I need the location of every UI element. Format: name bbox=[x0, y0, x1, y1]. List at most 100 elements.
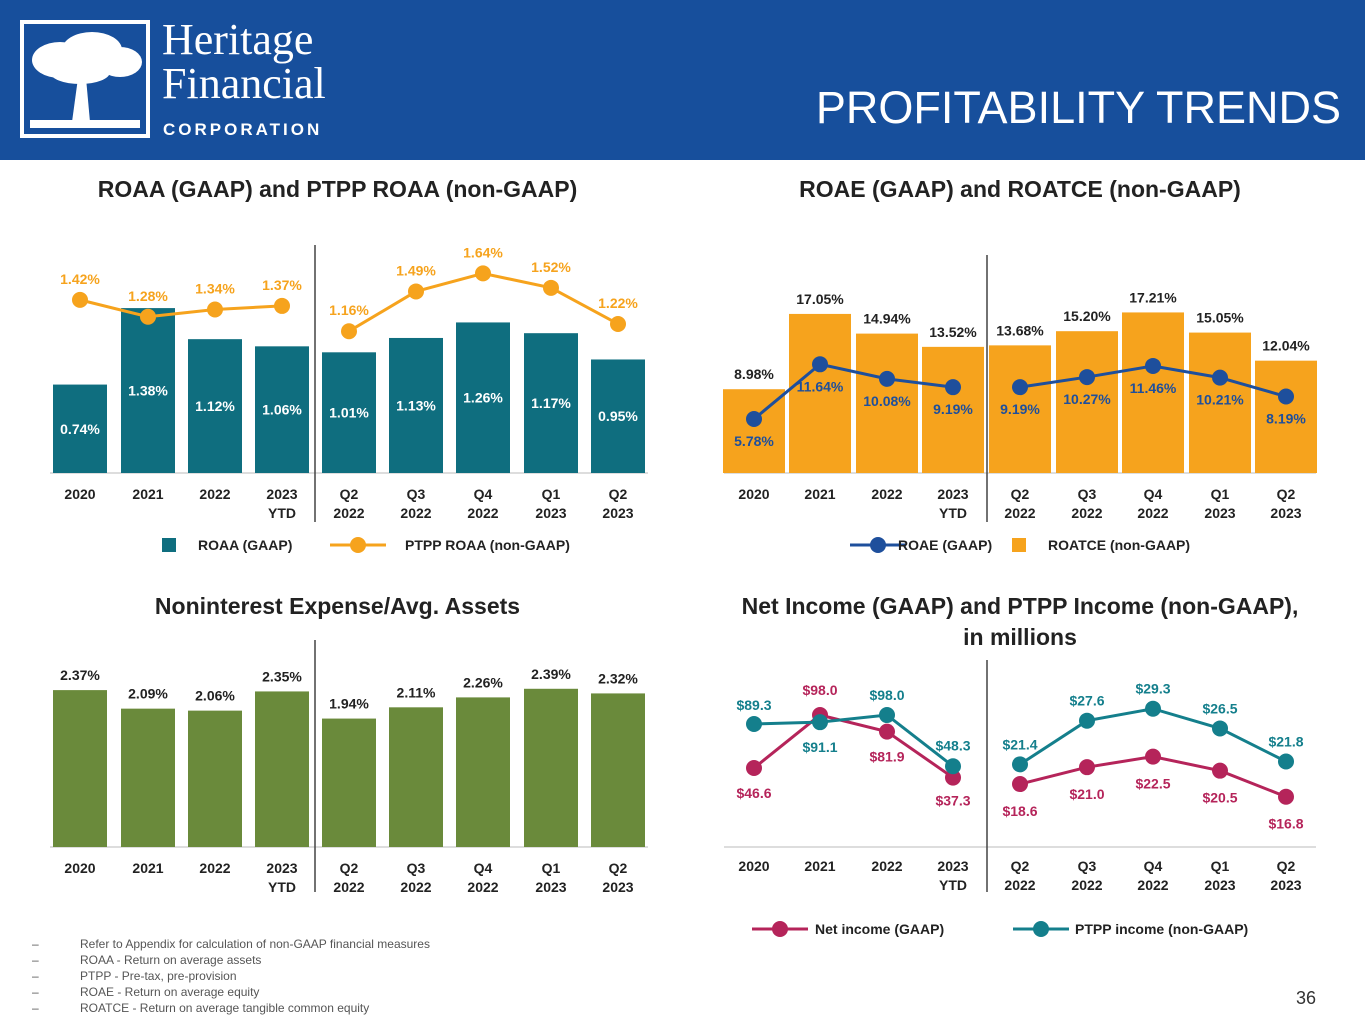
footnote-text: PTPP - Pre-tax, pre-provision bbox=[80, 969, 237, 983]
logo-corporation: CORPORATION bbox=[163, 120, 323, 139]
data-point bbox=[1278, 388, 1294, 405]
bar bbox=[456, 322, 510, 473]
bar-data-label: 2.09% bbox=[128, 686, 168, 702]
line-data-label: $18.6 bbox=[1002, 803, 1037, 819]
x-tick-label: 2023 YTD bbox=[266, 486, 297, 521]
bar bbox=[1122, 312, 1184, 473]
line-data-label: 1.22% bbox=[598, 295, 638, 311]
bar bbox=[121, 308, 175, 473]
x-tick-label: Q3 2022 bbox=[1071, 858, 1102, 893]
line-data-label: 11.46% bbox=[1130, 380, 1177, 396]
data-point bbox=[1079, 712, 1095, 729]
logo-wordmark: Heritage Financial bbox=[162, 18, 326, 106]
x-tick-label: Q2 2023 bbox=[602, 486, 633, 521]
data-point bbox=[1079, 369, 1095, 386]
bar bbox=[188, 710, 242, 847]
data-point bbox=[1278, 753, 1294, 770]
bar bbox=[255, 346, 309, 473]
bar bbox=[524, 333, 578, 473]
data-point bbox=[746, 760, 762, 777]
x-tick-label: Q3 2022 bbox=[400, 486, 431, 521]
bar-data-label: 17.21% bbox=[1129, 289, 1177, 305]
bar-data-label: 17.05% bbox=[796, 291, 844, 307]
line-data-label: 1.49% bbox=[396, 262, 436, 278]
footnote-item: – PTPP - Pre-tax, pre-provision bbox=[32, 968, 430, 984]
footnote-text: ROAE - Return on average equity bbox=[80, 985, 260, 999]
data-point bbox=[543, 279, 559, 296]
chart-title-roaa: ROAA (GAAP) and PTPP ROAA (non-GAAP) bbox=[97, 176, 578, 202]
legend-swatch-dot bbox=[870, 537, 886, 553]
bar-data-label: 1.13% bbox=[396, 397, 436, 413]
bar bbox=[789, 313, 851, 473]
data-point bbox=[945, 769, 961, 786]
data-point bbox=[1278, 788, 1294, 805]
page-number: 36 bbox=[1296, 988, 1317, 1008]
line-data-label: $98.0 bbox=[869, 687, 904, 703]
bar bbox=[456, 697, 510, 847]
x-tick-label: Q2 2023 bbox=[602, 860, 633, 895]
data-point bbox=[1079, 759, 1095, 776]
data-point bbox=[610, 315, 626, 332]
line-data-label: 8.19% bbox=[1266, 411, 1306, 427]
line-data-label: $91.1 bbox=[802, 739, 837, 755]
data-point bbox=[140, 308, 156, 325]
line-data-label: 10.08% bbox=[863, 393, 911, 409]
x-tick-label: 2022 bbox=[199, 486, 230, 502]
bar bbox=[53, 690, 107, 847]
legend-label: ROAA (GAAP) bbox=[198, 537, 292, 553]
line-data-label: 1.28% bbox=[128, 288, 168, 304]
bar bbox=[389, 707, 443, 847]
data-point bbox=[945, 758, 961, 775]
line-data-label: $37.3 bbox=[935, 793, 970, 809]
bar-data-label: 2.35% bbox=[262, 668, 302, 684]
bar-data-label: 1.12% bbox=[195, 398, 235, 414]
chart-title-net-income: Net Income (GAAP) and PTPP Income (non-G… bbox=[741, 593, 1299, 650]
footnote-item: – ROATCE - Return on average tangible com… bbox=[32, 1000, 430, 1016]
bar-data-label: 2.37% bbox=[60, 667, 100, 683]
x-tick-label: 2020 bbox=[64, 860, 95, 876]
bar bbox=[322, 352, 376, 473]
chart-title-nonint-expense: Noninterest Expense/Avg. Assets bbox=[154, 593, 521, 619]
x-tick-label: 2022 bbox=[871, 858, 902, 874]
x-tick-label: 2021 bbox=[804, 486, 835, 502]
legend-swatch-dot bbox=[350, 537, 366, 553]
bar bbox=[1056, 331, 1118, 473]
line-data-label: 1.42% bbox=[60, 271, 100, 287]
bar-data-label: 2.26% bbox=[463, 674, 503, 690]
line-data-label: 5.78% bbox=[734, 433, 774, 449]
bar-data-label: 15.05% bbox=[1196, 310, 1244, 326]
x-tick-label: Q1 2023 bbox=[535, 860, 566, 895]
bar bbox=[1189, 332, 1251, 473]
footnote-dash: – bbox=[32, 1001, 39, 1015]
footnote-text: Refer to Appendix for calculation of non… bbox=[80, 937, 430, 951]
series-line bbox=[753, 362, 954, 421]
data-point bbox=[1145, 357, 1161, 374]
bar bbox=[989, 345, 1051, 473]
bar-data-label: 2.11% bbox=[397, 684, 436, 700]
bar-data-label: 2.32% bbox=[598, 670, 638, 686]
line-data-label: $48.3 bbox=[935, 737, 970, 753]
line-data-label: $21.8 bbox=[1268, 734, 1303, 750]
bar-data-label: 1.01% bbox=[329, 405, 369, 421]
data-point bbox=[72, 291, 88, 308]
line-data-label: $98.0 bbox=[802, 682, 837, 698]
bar-data-label: 13.68% bbox=[996, 322, 1044, 338]
data-point bbox=[812, 714, 828, 731]
bar-data-label: 2.39% bbox=[531, 666, 571, 682]
bar-data-label: 1.26% bbox=[463, 390, 503, 406]
bar-data-label: 13.52% bbox=[929, 324, 977, 340]
line-data-label: 9.19% bbox=[1000, 401, 1040, 417]
x-tick-label: Q2 2022 bbox=[1004, 486, 1035, 521]
footnote-text: ROAA - Return on average assets bbox=[80, 953, 262, 967]
bar bbox=[856, 333, 918, 473]
data-point bbox=[1145, 700, 1161, 717]
bar-data-label: 15.20% bbox=[1063, 308, 1111, 324]
bar bbox=[53, 384, 107, 473]
footnote-item: – ROAA - Return on average assets bbox=[32, 952, 430, 968]
bar-data-label: 1.38% bbox=[128, 383, 168, 399]
bar bbox=[121, 708, 175, 847]
x-tick-label: Q2 2023 bbox=[1270, 486, 1301, 521]
x-tick-label: 2022 bbox=[871, 486, 902, 502]
bar bbox=[188, 339, 242, 473]
